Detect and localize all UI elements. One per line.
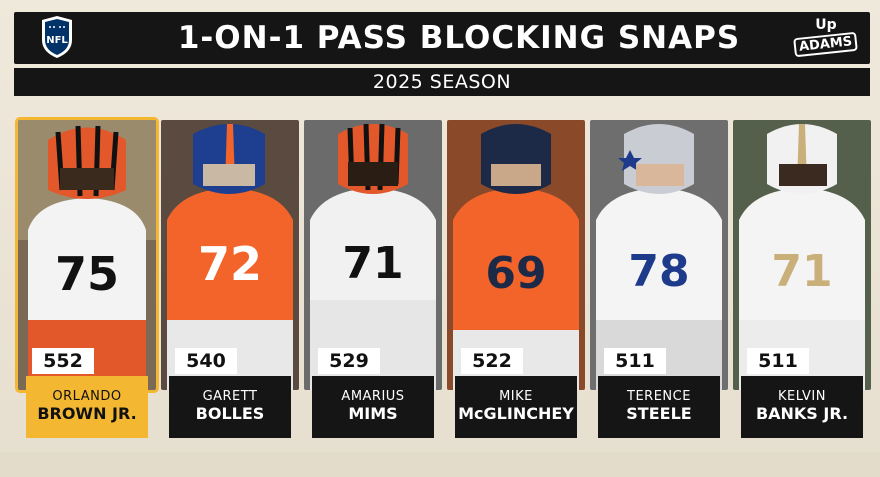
snap-count: 552 xyxy=(32,348,94,374)
page-title: 1-ON-1 PASS BLOCKING SNAPS xyxy=(177,20,741,56)
player-name: GARETT BOLLES xyxy=(169,376,291,438)
snap-count: 522 xyxy=(461,348,523,374)
broncos-player-image: 69 xyxy=(447,120,585,390)
player-last-name: BROWN JR. xyxy=(37,404,137,424)
player-name: MIKE McGLINCHEY xyxy=(455,376,577,438)
player-first-name: KELVIN xyxy=(777,389,826,405)
player-last-name: McGLINCHEY xyxy=(458,404,574,424)
player-name: ORLANDO BROWN JR. xyxy=(26,376,148,438)
player-last-name: BOLLES xyxy=(195,404,265,424)
brand-top: Up xyxy=(815,17,837,33)
player-last-name: BANKS JR. xyxy=(755,404,849,424)
title-bar: NFL 1-ON-1 PASS BLOCKING SNAPS Up ADAMS xyxy=(14,12,870,64)
player-card: 75 552 ORLANDO BROWN JR. xyxy=(15,117,159,438)
player-name: AMARIUS MIMS xyxy=(312,376,434,438)
player-cards: 75 552 ORLANDO BROWN JR. 72 xyxy=(14,117,871,440)
player-card: 72 540 GARETT BOLLES xyxy=(161,120,299,438)
nfl-logo-text: NFL xyxy=(46,35,68,46)
player-photo: 71 xyxy=(304,120,442,390)
season-label: 2025 SEASON xyxy=(14,68,870,96)
player-first-name: MIKE xyxy=(499,389,533,405)
jersey-number: 71 xyxy=(771,246,832,297)
bengals-player-image: 71 xyxy=(304,120,442,390)
player-photo: 75 xyxy=(15,117,159,393)
brand-logo: Up ADAMS xyxy=(793,17,859,58)
player-first-name: ORLANDO xyxy=(52,389,122,405)
snap-count: 540 xyxy=(175,348,237,374)
jersey-number: 71 xyxy=(342,238,403,289)
player-name: TERENCE STEELE xyxy=(598,376,720,438)
brand-bottom: ADAMS xyxy=(793,31,859,58)
jersey-number: 72 xyxy=(198,237,262,291)
player-first-name: TERENCE xyxy=(627,389,691,405)
jersey-number: 78 xyxy=(628,246,689,297)
bengals-player-image: 75 xyxy=(18,120,156,390)
nfl-logo-icon: NFL xyxy=(42,16,72,58)
player-card: 78 511 TERENCE STEELE xyxy=(590,120,728,438)
player-card: 71 511 KELVIN BANKS JR. xyxy=(733,120,871,438)
jersey-number: 75 xyxy=(55,247,119,301)
snap-count: 529 xyxy=(318,348,380,374)
player-last-name: MIMS xyxy=(348,404,398,424)
snap-count: 511 xyxy=(604,348,666,374)
player-photo: 69 xyxy=(447,120,585,390)
footer-strip xyxy=(0,452,880,477)
player-first-name: GARETT xyxy=(202,389,258,405)
player-first-name: AMARIUS xyxy=(341,389,405,405)
snap-count: 511 xyxy=(747,348,809,374)
player-last-name: STEELE xyxy=(626,404,692,424)
player-card: 69 522 MIKE McGLINCHEY xyxy=(447,120,585,438)
player-card: 71 529 AMARIUS MIMS xyxy=(304,120,442,438)
player-name: KELVIN BANKS JR. xyxy=(741,376,863,438)
jersey-number: 69 xyxy=(485,248,546,299)
